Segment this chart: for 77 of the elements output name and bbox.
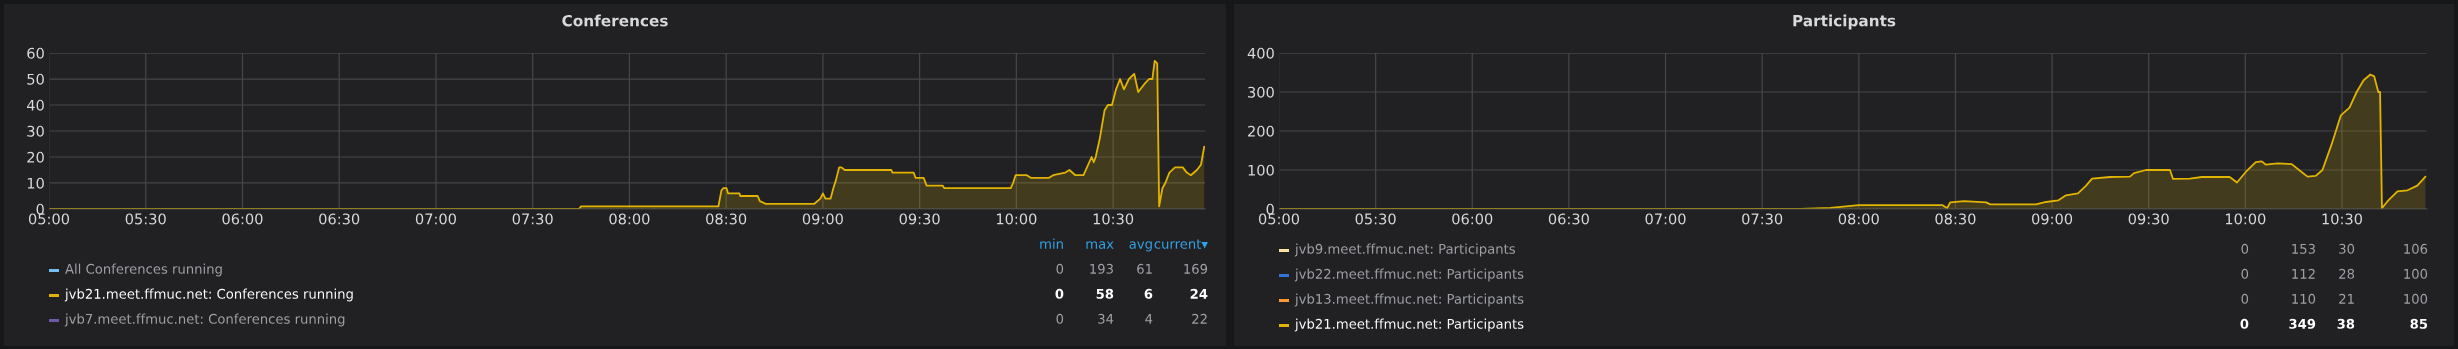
text: 85 [2410,318,2428,329]
text: 169 [1184,263,1208,274]
text: 30 [2339,243,2355,254]
text: 34 [1098,313,1114,324]
text: 0 [2241,243,2249,254]
x-tick-label: 09:00 [2032,213,2073,225]
x-tick-label: 09:00 [802,213,843,225]
x-tick-label: 05:30 [1355,213,1396,225]
x-tick-label: 06:30 [319,213,360,225]
chart-title: Participants [1793,14,1896,30]
text: 100 [2404,293,2428,304]
x-tick-label: 06:00 [1452,213,1493,225]
x-tick-label: 07:00 [415,213,456,225]
y-tick-label: 60 [27,47,44,59]
x-tick-label: 10:00 [996,213,1037,225]
legend-label: jvb21.meet.ffmuc.net: Participants [1294,318,1524,332]
legend-label: jvb22.meet.ffmuc.net: Participants [1294,268,1524,282]
text: 61 [1137,263,1152,274]
y-tick-label: 400 [1247,47,1274,59]
x-tick-label: 09:30 [899,213,940,225]
y-tick-label: 200 [1248,125,1274,137]
text: 100 [2404,268,2428,279]
x-tick-label: 10:00 [2225,213,2266,225]
text: current▾ [1154,239,1208,249]
x-tick-label: 07:30 [1742,213,1783,225]
text: 22 [1192,313,1207,324]
y-tick-label: 50 [27,73,44,85]
text: avg [1129,241,1152,252]
text: 0 [1056,263,1064,274]
x-tick-label: 05:30 [125,213,166,225]
x-tick-label: 08:30 [706,213,747,225]
text: 38 [2337,318,2355,329]
text: 4 [1145,314,1153,324]
text: 21 [2339,293,2354,304]
x-tick-label: 08:00 [609,213,650,225]
text: max [1086,241,1114,249]
chart-title: Conferences [562,14,668,27]
text: 0 [1056,313,1064,324]
x-tick-label: 08:00 [1838,213,1879,225]
y-tick-label: 0 [36,203,44,215]
text: 24 [1190,288,1208,299]
legend-label: jvb21.meet.ffmuc.net: Conferences running [64,288,353,302]
legend-label: jvb7.meet.ffmuc.net: Conferences running [64,313,345,327]
y-tick-label: 100 [1248,164,1274,176]
text: min [1040,238,1063,249]
y-tick-label: 20 [27,151,44,163]
text: 110 [2292,293,2316,304]
text: 349 [2289,318,2316,329]
legend-label: All Conferences running [65,263,222,277]
text: 0 [2241,268,2249,279]
text: 112 [2292,268,2315,279]
x-tick-label: 06:00 [222,213,263,225]
y-tick-label: 0 [1266,203,1274,215]
text: 6 [1144,288,1153,299]
x-tick-label: 08:30 [1935,213,1976,225]
x-tick-label: 09:30 [2128,213,2169,225]
x-tick-label: 05:00 [1258,213,1300,225]
x-tick-label: 10:30 [1093,213,1134,225]
text: 28 [2339,268,2355,279]
text: 193 [1090,263,1113,274]
y-tick-label: 30 [27,125,44,137]
x-tick-label: 05:00 [28,213,70,225]
text: 0 [2241,293,2249,304]
x-tick-label: 06:30 [1548,213,1589,225]
x-tick-label: 07:00 [1645,213,1686,225]
text: 0 [1055,288,1064,299]
legend-label: jvb13.meet.ffmuc.net: Participants [1294,293,1524,307]
x-tick-label: 10:30 [2322,213,2363,225]
x-tick-label: 07:30 [512,213,553,225]
text: 0 [2240,318,2249,329]
legend-label: jvb9.meet.ffmuc.net: Participants [1294,243,1515,257]
text: 106 [2404,243,2428,254]
y-tick-label: 10 [27,177,44,189]
y-tick-label: 300 [1248,86,1274,98]
y-tick-label: 40 [26,99,44,111]
text: 153 [2292,243,2315,254]
text: 58 [1096,288,1114,299]
